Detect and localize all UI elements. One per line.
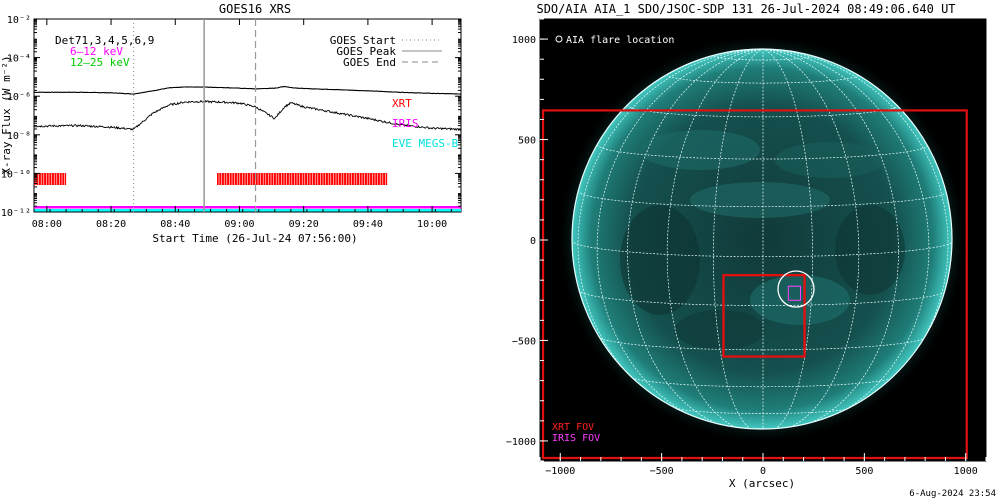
- legend-goes-peak: GOES Peak: [336, 45, 396, 58]
- goes-y-axis-label: X-ray Flux (W m⁻²): [0, 55, 13, 174]
- aia-y-tick-label: 1000: [512, 35, 536, 46]
- aia-y-tick-label: 500: [518, 136, 536, 147]
- longitude-line: [596, 49, 764, 429]
- aia-x-axis-label: X (arcsec): [729, 477, 795, 490]
- flare-legend-marker: [555, 35, 563, 43]
- longitude-line: [762, 49, 899, 429]
- goes-y-tick-labels: 10⁻² 10⁻⁴ 10⁻⁶ 10⁻⁸ 10⁻¹⁰ 10⁻¹²: [1, 15, 31, 219]
- longitude-line: [762, 49, 930, 429]
- x-tick-label: 09:20: [289, 219, 319, 230]
- legend-goes-start: GOES Start: [330, 34, 396, 47]
- flare-location-marker: [777, 270, 815, 308]
- solar-surface-texture: [620, 130, 905, 350]
- aia-x-tick-label: −500: [650, 466, 674, 477]
- coverage-label-xrt: XRT: [392, 97, 412, 110]
- aia-y-tick-label: −500: [512, 336, 536, 347]
- y-tick-label: 10⁻⁶: [7, 92, 31, 103]
- aia-title: SDO/AIA AIA_1 SDO/JSOC-SDP 131 26-Jul-20…: [536, 2, 955, 16]
- aia-x-tick-labels: −1000 −500 0 500 1000: [545, 466, 978, 477]
- latitude-line: [597, 335, 929, 351]
- goes-legend: GOES Start GOES Peak GOES End: [330, 34, 442, 69]
- xrt-fov-box-large: [541, 109, 968, 460]
- y-tick-label: 10⁻¹⁰: [1, 169, 31, 180]
- solar-limb: [571, 48, 953, 430]
- goes-series-group: [34, 85, 461, 132]
- longitude-line: [762, 49, 860, 429]
- goes-x-axis-label: Start Time (26-Jul-24 07:56:00): [152, 232, 357, 245]
- x-tick-label: 08:00: [32, 219, 62, 230]
- coverage-label-iris: IRIS: [392, 117, 419, 130]
- band-label-low: 6–12 keV: [70, 45, 123, 58]
- aia-x-tick-label: 1000: [954, 466, 978, 477]
- longitude-line: [762, 49, 813, 429]
- flare-legend-label: AIA flare location: [566, 35, 674, 46]
- iris-fov-label: IRIS FOV: [552, 433, 600, 444]
- coverage-bars: [34, 173, 461, 212]
- eve-coverage-bar: [34, 209, 461, 212]
- short-channel-line: [34, 99, 461, 132]
- aia-x-tick-label: −1000: [545, 466, 575, 477]
- aia-x-tick-label: 500: [855, 466, 873, 477]
- aia-y-tick-labels: 1000 500 0 −500 −1000: [506, 35, 536, 448]
- fov-boxes: [541, 109, 968, 460]
- aia-image-panel: SDO/AIA AIA_1 SDO/JSOC-SDP 131 26-Jul-20…: [506, 2, 996, 499]
- longitude-line: [666, 49, 764, 429]
- x-tick-label: 09:00: [224, 219, 254, 230]
- longitude-line: [627, 49, 764, 429]
- detector-label: Det71,3,4,5,6,9: [55, 34, 154, 47]
- x-tick-label: 08:40: [160, 219, 190, 230]
- goes-plot-area: [33, 18, 462, 213]
- footer-date: 6-Aug-2024 23:54: [909, 489, 996, 499]
- y-tick-label: 10⁻⁸: [7, 131, 31, 142]
- y-tick-label: 10⁻¹²: [1, 208, 31, 219]
- iris-fov-box: [787, 285, 802, 301]
- aia-y-tick-label: 0: [530, 236, 536, 247]
- event-lines: [132, 19, 257, 212]
- y-tick-label: 10⁻⁴: [7, 54, 31, 65]
- x-tick-label: 10:00: [417, 219, 447, 230]
- xrt-coverage-bar: [34, 173, 67, 185]
- goes-xrs-panel: GOES16 XRS 10⁻² 10⁻⁴ 10⁻⁶ 10⁻⁸ 10⁻¹⁰ 10⁻¹² 08…: [0, 2, 462, 245]
- iris-coverage-bar: [34, 206, 461, 209]
- long-channel-line: [34, 85, 461, 95]
- aia-y-tick-label: −1000: [506, 437, 536, 448]
- xrt-fov-box: [722, 273, 806, 358]
- goes-tick-marks: [33, 18, 461, 213]
- aia-x-tick-label: 0: [760, 466, 766, 477]
- goes-x-tick-labels: 08:00 08:20 08:40 09:00 09:20 09:40 10:00: [32, 219, 447, 230]
- x-tick-label: 08:20: [96, 219, 126, 230]
- band-label-high: 12–25 keV: [70, 56, 130, 69]
- xrt-fov-label: XRT FOV: [552, 422, 594, 433]
- latitude-line: [572, 239, 952, 258]
- y-tick-label: 10⁻²: [7, 15, 31, 26]
- legend-goes-end: GOES End: [343, 56, 396, 69]
- coverage-label-eve: EVE MEGS-B: [392, 137, 459, 150]
- aia-tick-marks: [539, 18, 987, 462]
- x-tick-label: 09:40: [353, 219, 383, 230]
- longitude-line: [713, 49, 764, 429]
- goes-title: GOES16 XRS: [219, 2, 291, 16]
